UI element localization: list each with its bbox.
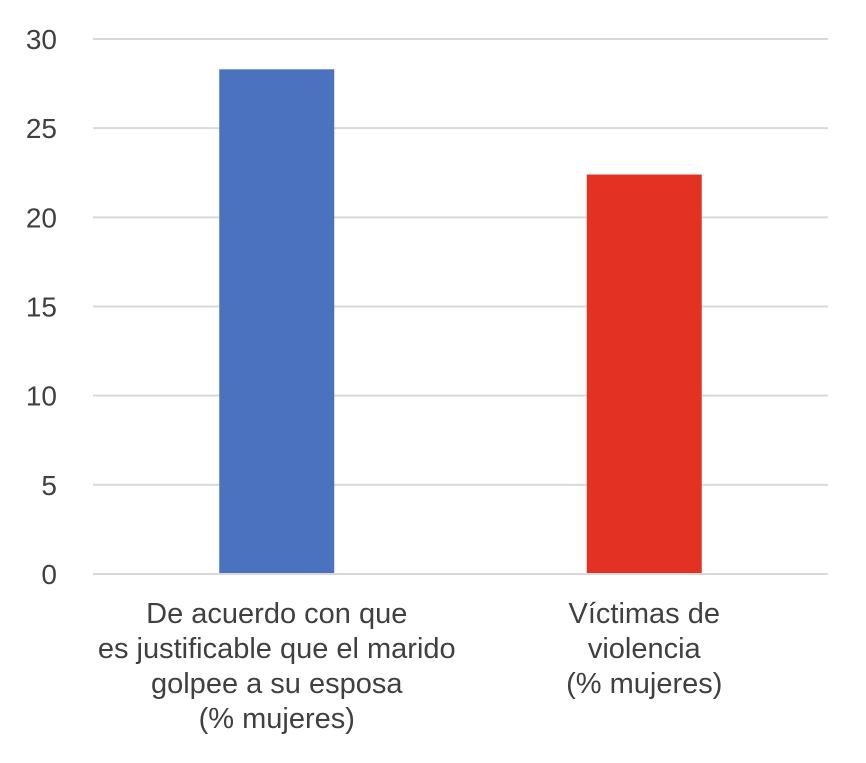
y-tick-label: 0 <box>41 559 57 590</box>
y-tick-label: 15 <box>26 292 57 323</box>
y-tick-label: 30 <box>26 24 57 55</box>
x-category-label: De acuerdo con que es justificable que el… <box>98 598 456 735</box>
y-tick-label: 10 <box>26 381 57 412</box>
x-axis-category-labels: De acuerdo con que es justificable que el… <box>98 598 723 735</box>
y-tick-label: 20 <box>26 202 57 233</box>
bar <box>219 69 335 575</box>
bars <box>219 69 702 575</box>
y-tick-label: 25 <box>26 113 57 144</box>
gridlines <box>93 38 828 486</box>
y-axis-tick-labels: 0 5 10 15 20 25 30 <box>26 24 57 590</box>
bar <box>586 174 702 575</box>
x-category-label: Víctimas de violencia (% mujeres) <box>566 598 722 700</box>
y-tick-label: 5 <box>41 470 57 501</box>
